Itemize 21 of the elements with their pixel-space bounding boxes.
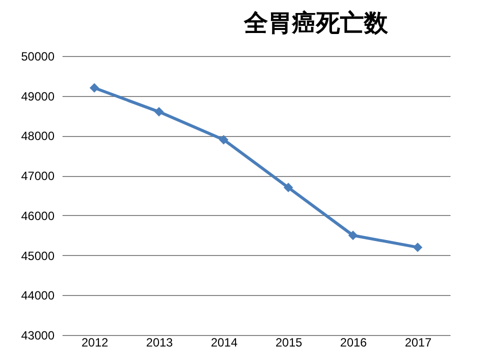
y-tick-label: 47000 <box>21 169 55 184</box>
x-tick-label: 2017 <box>404 336 432 350</box>
point <box>218 134 228 144</box>
x-tick-label: 2014 <box>210 336 238 350</box>
point <box>154 107 164 117</box>
point <box>348 230 358 240</box>
x-tick-label: 2013 <box>146 336 174 350</box>
x-tick-label: 2012 <box>81 336 109 350</box>
y-tick-label: 49000 <box>21 89 55 104</box>
y-tick-label: 44000 <box>21 288 55 303</box>
point <box>90 83 100 93</box>
y-tick-label: 46000 <box>21 208 55 223</box>
y-tick-label: 45000 <box>21 248 55 263</box>
y-tick-label: 50000 <box>21 50 55 64</box>
point <box>284 182 294 192</box>
y-tick-label: 43000 <box>21 328 55 342</box>
chart-title: 全胃癌死亡数 <box>243 9 389 37</box>
point <box>412 242 422 252</box>
y-tick-label: 48000 <box>21 129 55 144</box>
x-tick-label: 2015 <box>275 336 303 350</box>
x-tick-label: 2016 <box>340 336 368 350</box>
